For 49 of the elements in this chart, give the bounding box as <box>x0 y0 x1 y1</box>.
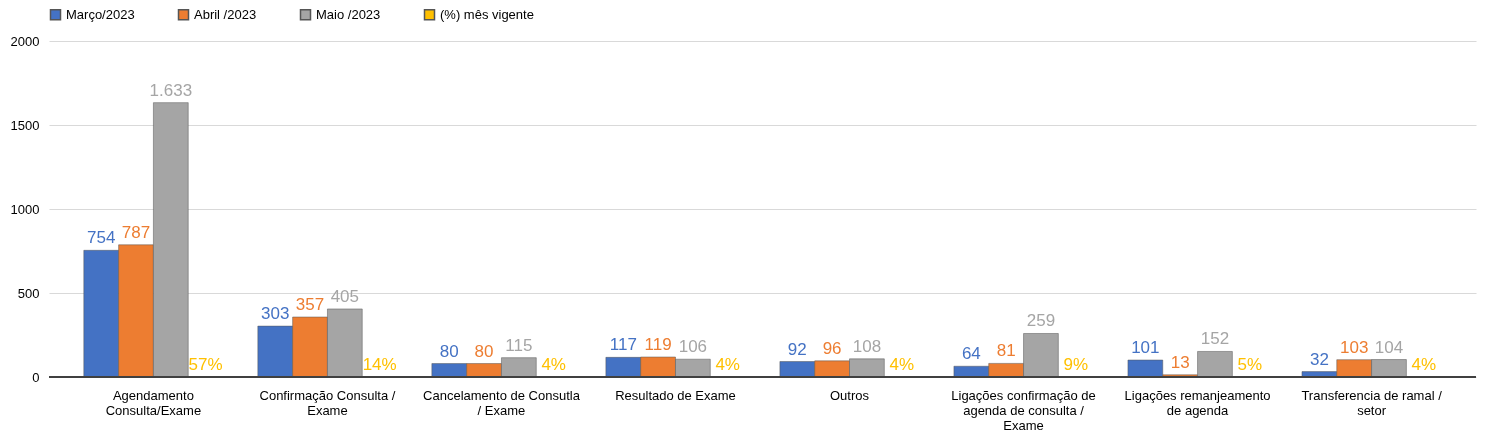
data-label: 92 <box>787 339 807 359</box>
data-label: 106 <box>678 337 708 357</box>
data-label: 108 <box>852 336 882 356</box>
legend-label: (%) mês vigente <box>440 6 534 22</box>
data-label: 1.633 <box>149 80 193 100</box>
y-tick-label: 1500 <box>10 117 40 133</box>
data-label: 103 <box>1340 337 1369 357</box>
data-label: 64 <box>961 344 981 364</box>
data-label: 80 <box>474 341 494 361</box>
data-label: 96 <box>822 338 842 358</box>
x-tick-label: Transferencia de ramal / setor <box>1301 387 1443 418</box>
data-label: 405 <box>330 286 360 306</box>
data-label: 115 <box>505 335 533 355</box>
legend-label: Abril /2023 <box>194 6 257 22</box>
y-tick-label: 0 <box>32 369 40 385</box>
data-label: 4% <box>541 354 566 374</box>
data-label: 117 <box>609 335 637 355</box>
data-label: 57% <box>188 354 223 374</box>
x-tick-label: Agendamento Consulta/Exame <box>105 387 202 418</box>
data-label: 119 <box>644 335 672 355</box>
data-label: 4% <box>1411 354 1437 374</box>
data-label: 13 <box>1170 352 1190 372</box>
legend-label: Março/2023 <box>66 6 135 22</box>
data-label: 32 <box>1309 349 1329 369</box>
data-label: 80 <box>439 341 459 361</box>
data-label: 4% <box>889 354 915 374</box>
data-label: 81 <box>996 341 1016 361</box>
data-label: 357 <box>295 295 325 315</box>
data-label: 14% <box>362 354 397 374</box>
x-tick-label: Confirmação Consulta / Exame <box>259 387 396 418</box>
y-tick-label: 2000 <box>10 33 40 49</box>
data-label: 9% <box>1063 354 1089 374</box>
x-tick-label: Outros <box>830 387 870 403</box>
data-label: 104 <box>1374 337 1404 357</box>
data-label: 152 <box>1200 329 1230 349</box>
legend-label: Maio /2023 <box>316 6 381 22</box>
data-label: 303 <box>261 304 290 324</box>
data-label: 101 <box>1131 338 1160 358</box>
x-tick-label: Cancelamento de Consutla / Exame <box>423 387 581 418</box>
x-tick-label: Resultado de Exame <box>615 387 736 403</box>
x-tick-label: Ligações remanjeamento de agenda <box>1124 387 1271 418</box>
data-label: 787 <box>121 222 151 242</box>
data-label: 5% <box>1237 354 1263 374</box>
y-tick-label: 1000 <box>10 201 40 217</box>
data-label: 4% <box>715 354 740 374</box>
data-label: 754 <box>87 228 116 248</box>
data-label: 259 <box>1026 311 1056 331</box>
x-tick-label: Ligações confirmação de agenda de consulta / Exame <box>951 387 1096 433</box>
y-tick-label: 500 <box>17 285 40 301</box>
